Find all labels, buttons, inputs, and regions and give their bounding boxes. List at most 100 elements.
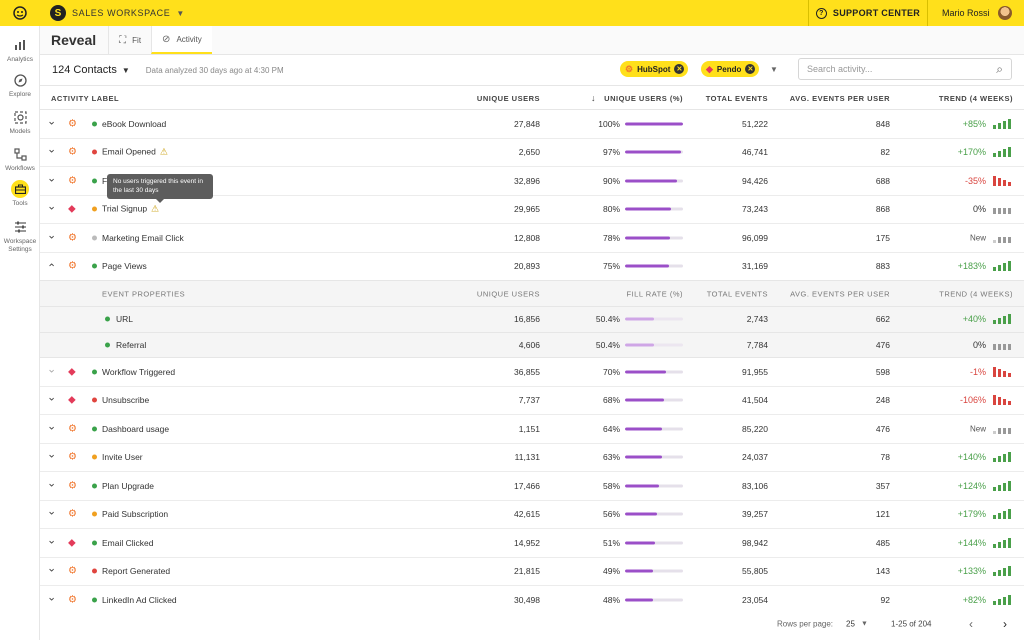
table-row[interactable]: ⌄ ⚙ Invite User 11,131 63% 24,037 78 +140% [40,444,1024,472]
sort-arrow-icon[interactable]: ↓ [591,93,596,103]
chevron-down-icon[interactable]: ⌄ [47,143,57,156]
sidebar-item-explore[interactable]: Explore [0,71,40,98]
unique-users: 7,737 [518,395,540,406]
activity-name: Page Views [102,261,147,272]
table-header: ACTIVITY LABEL UNIQUE USERS ↓ UNIQUE USE… [40,85,1024,110]
support-center-button[interactable]: ? SUPPORT CENTER [808,0,928,26]
hubspot-icon: ⚙ [68,565,77,577]
table-row[interactable]: ⌃ ⚙ Page Views 20,893 75% 31,169 883 +183% [40,253,1024,281]
sparkline [993,537,1013,548]
total-events: 2,743 [746,314,768,325]
chevron-down-icon[interactable]: ⌄ [47,562,57,575]
chevron-down-icon[interactable]: ⌄ [47,591,57,604]
column-header-trend[interactable]: TREND (4 WEEKS) [938,94,1013,103]
property-row[interactable]: URL 16,856 50.4% 2,743 662 +40% [40,307,1024,333]
chevron-down-icon[interactable]: ⌄ [47,229,57,242]
next-page-button[interactable]: › [1003,617,1007,631]
user-name: Mario Rossi [942,8,990,18]
table-row[interactable]: ⌄ ◆ Unsubscribe 7,737 68% 41,504 248 -106% [40,387,1024,415]
search-icon[interactable]: ⌕ [996,61,1003,76]
table-row[interactable]: ⌄ ⚙ eBook Download 27,848 100% 51,222 848 +85% [40,110,1024,139]
unique-users: 32,896 [514,175,540,186]
previous-page-button[interactable]: ‹ [969,617,973,631]
table-row[interactable]: ⌄ ⚙ Report Generated 21,815 49% 55,805 143 +133… [40,558,1024,586]
sparkline [993,314,1013,325]
property-header-avg: AVG. EVENTS PER USER [790,289,890,298]
chevron-down-icon[interactable]: ⌄ [47,534,57,547]
table-row[interactable]: ⌄ ⚙ Paid Subscription 42,615 56% 39,257 121 +17… [40,501,1024,529]
sidebar-item-workflows[interactable]: Workflows [0,145,40,172]
sparkline [993,395,1013,406]
column-header-unique-users-pct[interactable]: UNIQUE USERS (%) [604,94,683,103]
chevron-down-icon[interactable]: ⌄ [47,505,57,518]
column-header-avg-events[interactable]: AVG. EVENTS PER USER [789,94,890,103]
chevron-down-icon[interactable]: ⌄ [47,115,57,128]
table-row[interactable]: ⌄ ◆ Workflow Triggered 36,855 70% 91,955 598 -1… [40,358,1024,387]
total-events: 31,169 [742,261,768,272]
sidebar-item-models[interactable]: Models [0,108,40,135]
column-header-activity[interactable]: ACTIVITY LABEL [51,94,120,103]
table-row[interactable]: ⌄ ◆ Email Clicked 14,952 51% 98,942 485 +144% [40,529,1024,558]
close-icon[interactable]: ✕ [745,64,756,74]
column-header-unique-users[interactable]: UNIQUE USERS [476,94,540,103]
chevron-down-icon[interactable]: ⌄ [47,172,57,185]
warning-icon[interactable]: ⚠ [159,146,168,157]
chevron-down-icon[interactable]: ⌄ [47,363,57,376]
tab-activity[interactable]: ⊘ Activity [151,26,212,54]
percent-bar-fill [625,150,682,154]
percent-bar-fill [625,541,655,545]
warning-icon[interactable]: ⚠ [151,203,160,214]
total-events: 41,504 [742,395,768,406]
page-range: 1-25 of 204 [891,619,932,629]
contacts-selector[interactable]: 124 Contacts [52,64,117,76]
column-header-total-events[interactable]: TOTAL EVENTS [705,94,768,103]
rows-per-page-select[interactable]: 25 [846,619,855,629]
rows-per-page-label: Rows per page: [777,619,834,629]
search-box[interactable]: ⌕ [798,58,1012,80]
app-logo-icon[interactable] [0,0,40,26]
sidebar-item-analytics[interactable]: Analytics [0,36,40,63]
chevron-down-icon[interactable]: ⌄ [47,448,57,461]
percent-bar [625,179,683,183]
property-row[interactable]: Referral 4,606 50.4% 7,784 476 0% [40,332,1024,358]
table-row[interactable]: ⌄ ⚙ F 32,896 90% 94,426 688 -35% [40,167,1024,196]
chevron-up-icon[interactable]: ⌃ [47,262,57,275]
chevron-down-icon[interactable]: ⌄ [47,420,57,433]
percent-bar [625,343,683,347]
sparkline-bar [993,267,996,272]
sparkline-bar [1003,399,1006,406]
trend-value: +85% [962,118,986,129]
table-row[interactable]: ⌄ ⚙ Marketing Email Click 12,808 78% 96,099 17… [40,224,1024,253]
workspace-switcher[interactable]: S SALES WORKSPACE ▼ [50,5,184,21]
table-row[interactable]: ⌄ ◆ Trial Signup ⚠ 29,965 80% 73,243 868 0% [40,196,1024,224]
user-menu[interactable]: Mario Rossi [942,0,1012,26]
table-row[interactable]: ⌄ ⚙ Plan Upgrade 17,466 58% 83,106 357 +124% [40,472,1024,501]
chevron-down-icon[interactable]: ▼ [121,65,130,75]
unique-users: 14,952 [514,537,540,548]
percent-bar [625,236,683,240]
unique-users-pct: 78% [602,232,620,243]
sparkline-bar [993,458,996,463]
trend-value: -106% [959,395,986,406]
sidebar-item-workspace-settings[interactable]: Workspace Settings [0,218,40,254]
sidebar-item-tools[interactable]: Tools [0,180,40,207]
bar-chart-icon [11,36,29,54]
page-title: Reveal [51,32,97,48]
table-row[interactable]: ⌄ ⚙ Dashboard usage 1,151 64% 85,220 476 New [40,415,1024,444]
avg-events: 143 [875,566,890,577]
filter-chip-pendo[interactable]: ◆ Pendo ✕ [701,61,760,77]
chevron-down-icon[interactable]: ⌄ [47,200,57,213]
search-input[interactable] [807,64,997,74]
chevron-down-icon[interactable]: ⌄ [47,391,57,404]
activity-label: Email Opened ⚠ [102,147,168,158]
chevron-down-icon[interactable]: ⌄ [47,477,57,490]
chevron-down-icon[interactable]: ▼ [861,620,868,628]
percent-bar [625,455,683,459]
chevron-down-icon[interactable]: ▼ [770,65,778,74]
pendo-icon: ◆ [68,203,76,215]
close-icon[interactable]: ✕ [674,64,685,74]
tab-fit[interactable]: ⛶ Fit [108,26,151,54]
filter-chip-hubspot[interactable]: ⚙ HubSpot ✕ [620,61,689,77]
unique-users-pct: 70% [602,366,620,377]
table-row[interactable]: ⌄ ⚙ Email Opened ⚠ 2,650 97% 46,741 82 +170% [40,139,1024,167]
